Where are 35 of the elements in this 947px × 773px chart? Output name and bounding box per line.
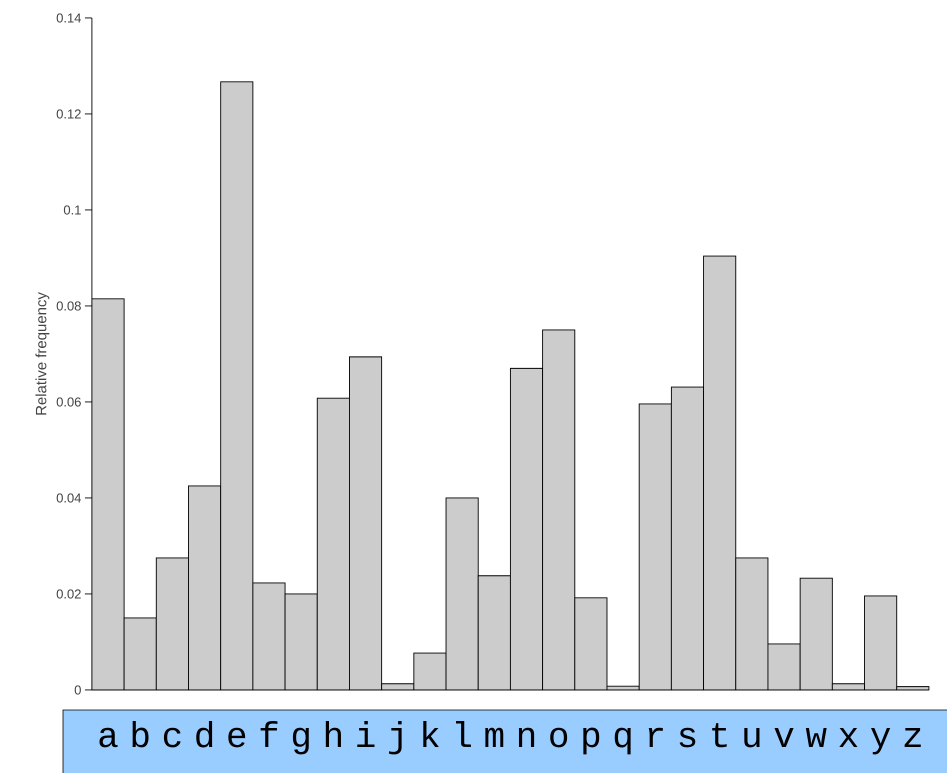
x-tick-label: b <box>132 721 149 748</box>
x-tick-label: r <box>648 728 663 747</box>
y-axis-title: Relative frequency <box>35 292 50 415</box>
x-tick-label: c <box>164 728 181 748</box>
x-tick-label: t <box>712 723 727 748</box>
x-tick-label: p <box>583 728 600 754</box>
x-tick-label: l <box>456 721 471 747</box>
x-tick-label: v <box>774 728 794 747</box>
x-tick-label: i <box>357 721 374 747</box>
x-tick-label: d <box>196 721 212 748</box>
x-tick-label: j <box>389 721 402 754</box>
y-tick-label: 0.14 <box>56 13 82 23</box>
y-tick-label: 0.12 <box>56 109 81 119</box>
x-tick-label: f <box>260 721 278 747</box>
x-tick-label: y <box>871 728 890 754</box>
x-tick-label: w <box>806 728 827 747</box>
x-tick-label: n <box>518 728 534 747</box>
x-tick-label: k <box>423 721 439 747</box>
x-tick-label: u <box>744 728 760 748</box>
y-tick-label: 0.06 <box>56 397 81 407</box>
x-tick-label: e <box>228 728 246 748</box>
x-tick-label: a <box>99 728 118 748</box>
x-tick-label: x <box>839 728 858 747</box>
x-tick-label: q <box>614 728 631 754</box>
x-tick-label: h <box>326 721 341 747</box>
x-tick-label: s <box>680 728 696 748</box>
y-tick-label: 0.08 <box>56 301 81 311</box>
y-tick-label: 0.02 <box>56 589 81 599</box>
x-tick-label: z <box>904 728 921 747</box>
y-tick-label: 0 <box>74 685 81 695</box>
x-tick-label: g <box>292 728 309 754</box>
x-tick-label: m <box>485 728 504 747</box>
x-tick-label: o <box>550 728 568 748</box>
y-tick-label: 0.04 <box>56 493 82 503</box>
y-tick-label: 0.1 <box>64 205 81 215</box>
